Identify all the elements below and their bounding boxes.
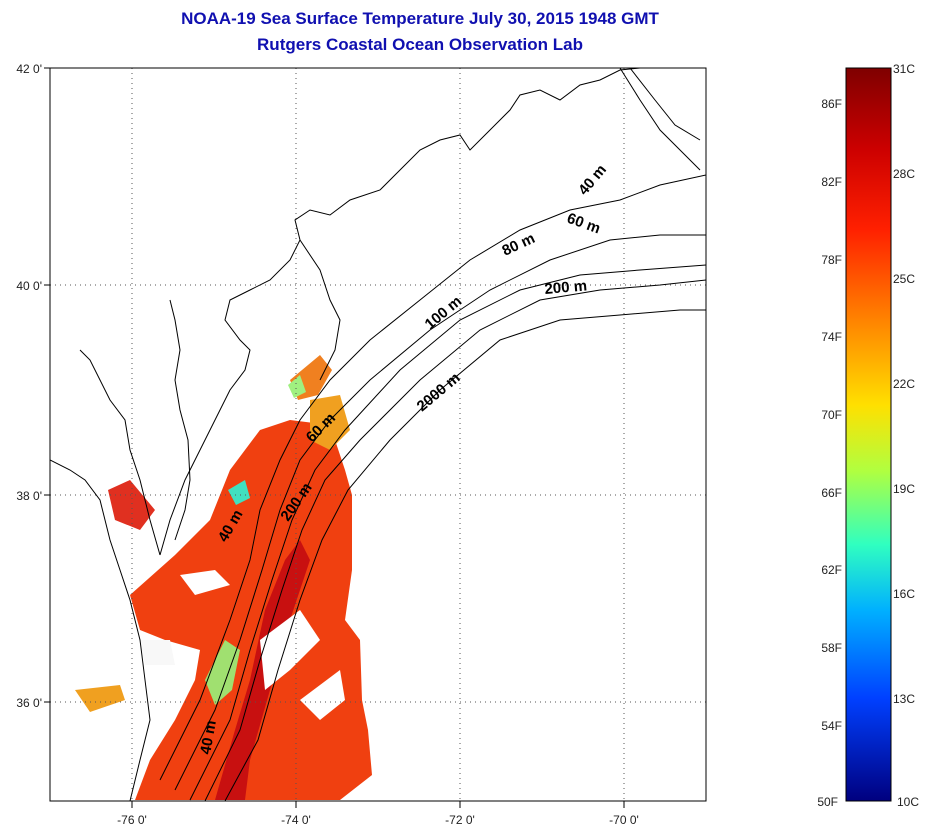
isobath-label: 200 m [544, 277, 588, 298]
sst-sw-patch [75, 685, 125, 712]
gulf-of-maine-contours [619, 68, 701, 171]
fahrenheit-label: 78F [821, 253, 842, 267]
coastline [50, 68, 641, 801]
sst-gap-2 [260, 610, 320, 690]
fahrenheit-label: 62F [821, 563, 842, 577]
celsius-labels: 31C 28C 25C 22C 19C 16C 13C 10C [893, 62, 919, 809]
sst-swath [75, 355, 372, 800]
map-title: NOAA-19 Sea Surface Temperature July 30,… [181, 9, 659, 28]
isobath-2000m [224, 309, 706, 801]
lon-tick-labels: -76 0' -74 0' -72 0' -70 0' [117, 813, 639, 827]
isobath-80m [189, 264, 706, 801]
isobath-label: 40 m [575, 161, 610, 198]
fahrenheit-label: 54F [821, 719, 842, 733]
fahrenheit-label: 70F [821, 408, 842, 422]
isobath-label: 80 m [500, 230, 538, 260]
map-frame [49, 67, 707, 802]
celsius-label: 10C [897, 795, 919, 809]
sst-cyan-patch [228, 480, 250, 505]
lat-tick-label: 40 0' [16, 279, 42, 293]
fahrenheit-labels: 86F 82F 78F 74F 70F 66F 62F 58F 54F 50F [817, 97, 842, 809]
fahrenheit-label: 58F [821, 641, 842, 655]
isobath-label: 2000 m [414, 369, 464, 415]
celsius-label: 31C [893, 62, 915, 76]
isobath-label: 100 m [422, 293, 466, 333]
axis-ticks [44, 67, 625, 808]
colorbar: 31C 28C 25C 22C 19C 16C 13C 10C 86F 82F … [817, 62, 919, 809]
sst-gap-1 [180, 570, 230, 595]
fahrenheit-label: 66F [821, 486, 842, 500]
lat-tick-label: 42 0' [16, 62, 42, 76]
celsius-label: 22C [893, 377, 915, 391]
celsius-label: 16C [893, 587, 915, 601]
fahrenheit-label: 74F [821, 330, 842, 344]
isobath-60m [174, 234, 706, 791]
sst-gap-3 [300, 670, 345, 720]
celsius-label: 19C [893, 482, 915, 496]
celsius-label: 25C [893, 272, 915, 286]
sst-green-patch [205, 640, 240, 705]
colorbar-bar [845, 67, 892, 802]
graticule [50, 68, 706, 801]
fahrenheit-label: 86F [821, 97, 842, 111]
fahrenheit-label: 50F [817, 795, 838, 809]
lat-tick-label: 38 0' [16, 489, 42, 503]
isobath-40m [159, 174, 706, 781]
lon-tick-label: -76 0' [117, 813, 147, 827]
map-subtitle: Rutgers Coastal Ocean Observation Lab [257, 35, 583, 54]
chesapeake-bay [169, 299, 191, 541]
sst-gap-4 [140, 640, 175, 665]
lat-tick-labels: 42 0' 40 0' 38 0' 36 0' [16, 62, 42, 710]
lat-tick-label: 36 0' [16, 696, 42, 710]
lon-tick-label: -72 0' [445, 813, 475, 827]
celsius-label: 28C [893, 167, 915, 181]
fahrenheit-label: 82F [821, 175, 842, 189]
sst-dark-band [215, 540, 310, 800]
isobath-label: 60 m [565, 210, 603, 238]
celsius-label: 13C [893, 692, 915, 706]
lon-tick-label: -70 0' [609, 813, 639, 827]
isobath-200m [204, 279, 706, 801]
sst-west-patch [108, 480, 155, 530]
isobath-label: 40 m [197, 719, 220, 756]
sst-green-north [288, 375, 306, 398]
lon-tick-label: -74 0' [281, 813, 311, 827]
